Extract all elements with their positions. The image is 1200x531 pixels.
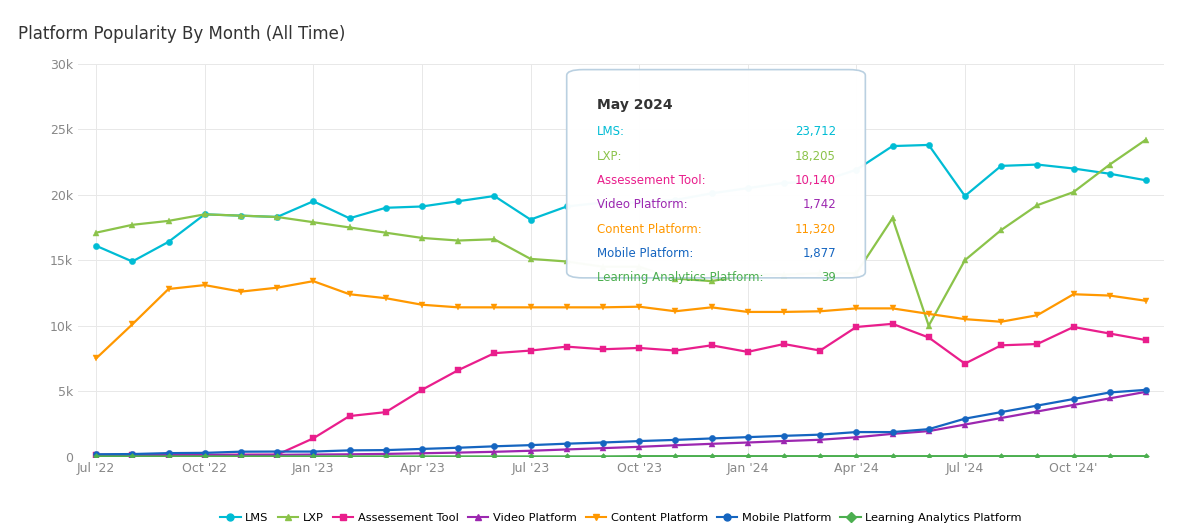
Text: 10,140: 10,140 (796, 174, 836, 187)
Text: Platform Popularity By Month (All Time): Platform Popularity By Month (All Time) (18, 25, 346, 42)
Text: 18,205: 18,205 (796, 150, 836, 162)
Text: Mobile Platform:: Mobile Platform: (598, 247, 694, 260)
Text: Learning Analytics Platform:: Learning Analytics Platform: (598, 271, 763, 285)
Text: Content Platform:: Content Platform: (598, 222, 702, 236)
Text: 11,320: 11,320 (796, 222, 836, 236)
Text: LMS:: LMS: (598, 125, 625, 138)
Text: Video Platform:: Video Platform: (598, 199, 688, 211)
Text: 1,877: 1,877 (803, 247, 836, 260)
Text: LXP:: LXP: (598, 150, 623, 162)
Text: May 2024: May 2024 (598, 98, 673, 112)
Text: 39: 39 (821, 271, 836, 285)
Legend: LMS, LXP, Assessement Tool, Video Platform, Content Platform, Mobile Platform, L: LMS, LXP, Assessement Tool, Video Platfo… (216, 509, 1026, 528)
Text: 1,742: 1,742 (803, 199, 836, 211)
Text: 23,712: 23,712 (794, 125, 836, 138)
Text: Assessement Tool:: Assessement Tool: (598, 174, 706, 187)
FancyBboxPatch shape (566, 70, 865, 278)
